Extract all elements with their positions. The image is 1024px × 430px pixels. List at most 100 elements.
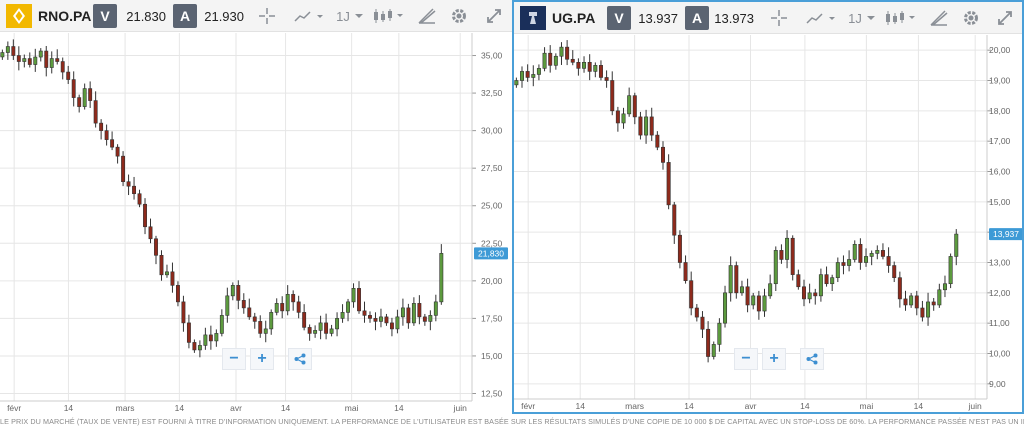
- x-tick-label: févr: [7, 403, 21, 413]
- expand-icon[interactable]: [992, 5, 1018, 31]
- candle-down: [27, 58, 32, 65]
- chart-panel-peugeot: UG.PA V 13.937 A 13.973 1J 20,00 19,00 18,…: [512, 0, 1024, 414]
- candle-up: [621, 113, 626, 124]
- candle-down: [296, 301, 301, 313]
- indicators-icon[interactable]: [292, 3, 326, 29]
- crosshair-icon[interactable]: [766, 5, 792, 31]
- y-tick-label: 17,00: [989, 136, 1011, 146]
- buy-button[interactable]: A: [685, 6, 709, 30]
- x-tick-label: 14: [800, 401, 810, 411]
- crosshair-icon[interactable]: [254, 3, 280, 29]
- zoom-out-button[interactable]: −: [222, 348, 246, 370]
- y-tick-label: 10,00: [989, 349, 1011, 359]
- candle-up: [411, 303, 416, 324]
- y-tick-label: 12,50: [481, 388, 503, 398]
- candle-down: [897, 277, 902, 300]
- candle-up: [285, 294, 290, 312]
- candle-down: [790, 237, 795, 275]
- candle-down: [576, 61, 581, 69]
- candle-down: [649, 116, 654, 136]
- sell-button[interactable]: V: [607, 6, 631, 30]
- y-tick-label: 9,00: [989, 379, 1006, 389]
- candle-down: [422, 316, 427, 322]
- x-tick-label: mars: [625, 401, 644, 411]
- candle-up: [395, 316, 400, 330]
- candle-up: [531, 74, 536, 78]
- candle-up: [644, 116, 649, 136]
- candlestick-type-icon[interactable]: [370, 3, 406, 29]
- y-tick-label: 35,00: [481, 51, 503, 61]
- chart-toolbar: RNO.PA V 21.830 A 21.930 1J: [0, 0, 512, 32]
- candle-down: [677, 234, 682, 263]
- share-icon[interactable]: [288, 348, 312, 370]
- candle-down: [745, 286, 750, 306]
- candle-up: [165, 271, 169, 276]
- candle-up: [33, 56, 38, 65]
- candle-up: [428, 315, 433, 322]
- zoom-in-button[interactable]: +: [250, 348, 274, 370]
- candle-up: [954, 233, 959, 257]
- candle-up: [214, 333, 219, 342]
- x-tick-label: juin: [968, 401, 983, 411]
- candle-down: [115, 146, 120, 157]
- candle-down: [208, 334, 213, 342]
- interval-label: 1J: [848, 10, 862, 26]
- buy-button[interactable]: A: [173, 4, 197, 28]
- renault-logo-icon: [6, 4, 32, 28]
- candle-down: [252, 316, 257, 322]
- candle-down: [60, 61, 65, 73]
- candlestick-type-icon[interactable]: [882, 5, 918, 31]
- buy-price[interactable]: 21.930: [204, 8, 244, 24]
- candle-down: [587, 61, 592, 72]
- y-tick-label: 18,00: [989, 106, 1011, 116]
- zoom-out-button[interactable]: −: [734, 348, 758, 370]
- expand-icon[interactable]: [481, 3, 507, 29]
- candle-up: [274, 303, 279, 313]
- candle-down: [892, 265, 897, 278]
- candle-down: [824, 274, 829, 285]
- ticker-symbol: UG.PA: [552, 10, 596, 26]
- candle-up: [768, 283, 773, 297]
- candle-down: [258, 321, 263, 334]
- sell-price[interactable]: 21.830: [126, 8, 166, 24]
- candle-down: [638, 116, 643, 136]
- zoom-in-button[interactable]: +: [762, 348, 786, 370]
- candle-up: [400, 307, 405, 318]
- candle-down: [373, 318, 378, 322]
- interval-select[interactable]: 1J: [335, 3, 365, 29]
- candle-down: [44, 50, 49, 68]
- candle-down: [175, 285, 180, 303]
- x-tick-label: mars: [116, 403, 135, 413]
- candle-down: [920, 307, 925, 318]
- sell-button[interactable]: V: [93, 4, 117, 28]
- drawing-tools-icon[interactable]: [926, 5, 952, 31]
- candle-down: [181, 301, 186, 324]
- candle-up: [225, 295, 230, 316]
- x-tick-label: 14: [684, 401, 694, 411]
- candlestick-chart-renault[interactable]: 35,00 32,50 30,00 27,50 25,00 22,50 20,00 17,50…: [0, 33, 512, 414]
- last-price-label: 13,937: [993, 229, 1019, 239]
- indicators-icon[interactable]: [804, 5, 838, 31]
- candle-up: [514, 80, 519, 86]
- interval-label: 1J: [336, 8, 350, 24]
- x-tick-label: avr: [745, 401, 757, 411]
- candle-down: [66, 71, 71, 80]
- candlestick-chart-peugeot[interactable]: 20,0019,0018,0017,0016,0015,0014,0013,00…: [514, 35, 1022, 412]
- candle-down: [110, 139, 115, 148]
- candle-down: [247, 307, 252, 318]
- y-tick-label: 20,00: [481, 276, 503, 286]
- settings-gear-icon[interactable]: [958, 5, 984, 31]
- x-tick-label: 14: [281, 403, 291, 413]
- buy-price[interactable]: 13.973: [714, 10, 754, 26]
- y-tick-label: 19,00: [989, 76, 1011, 86]
- candle-down: [71, 79, 76, 98]
- interval-select[interactable]: 1J: [847, 5, 877, 31]
- sell-price[interactable]: 13.937: [638, 10, 678, 26]
- candle-down: [154, 238, 158, 256]
- drawing-tools-icon[interactable]: [414, 3, 440, 29]
- candle-down: [236, 285, 241, 301]
- settings-gear-icon[interactable]: [446, 3, 472, 29]
- candle-down: [77, 97, 82, 107]
- x-tick-label: 14: [175, 403, 185, 413]
- share-icon[interactable]: [800, 348, 824, 370]
